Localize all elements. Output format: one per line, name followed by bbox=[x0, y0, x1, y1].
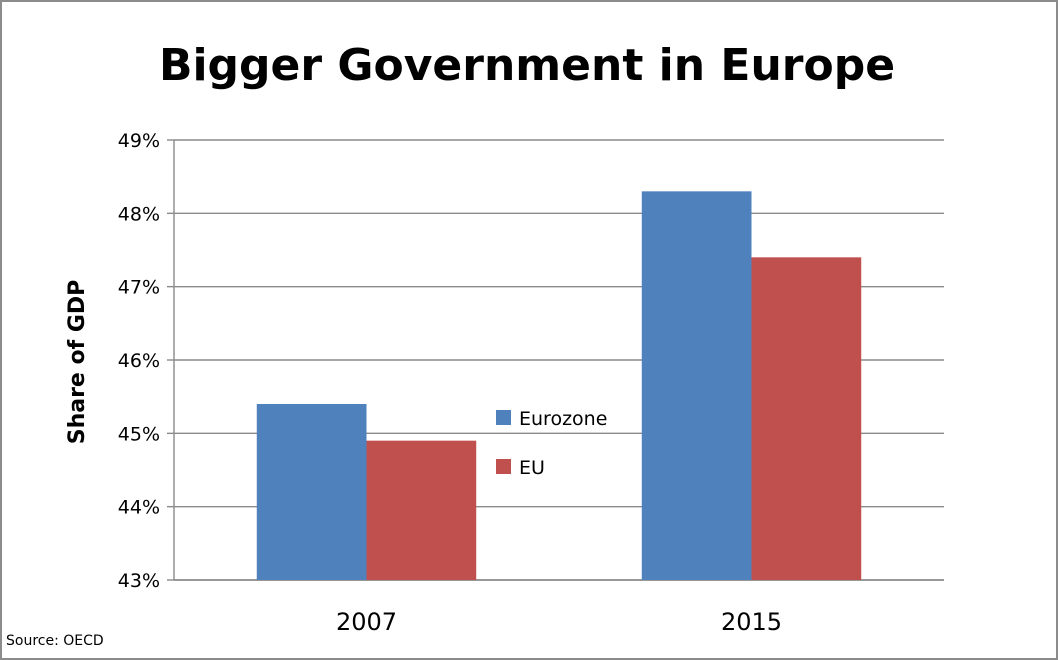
y-tick-labels: 43% 44% 45% 46% 47% 48% 49% bbox=[118, 130, 160, 592]
source-note: Source: OECD bbox=[6, 633, 104, 649]
bar-eurozone-2015 bbox=[641, 191, 752, 581]
legend-swatch-eu bbox=[496, 459, 511, 474]
y-tick-label: 44% bbox=[118, 497, 160, 519]
bar-eu-2007 bbox=[366, 440, 477, 580]
y-tick-label: 47% bbox=[118, 277, 160, 299]
chart-title: Bigger Government in Europe bbox=[159, 40, 895, 91]
y-tick-label: 49% bbox=[118, 130, 160, 152]
y-axis-label: Share of GDP bbox=[65, 280, 90, 445]
y-tick-label: 48% bbox=[118, 203, 160, 225]
y-tick-label: 43% bbox=[118, 570, 160, 592]
legend-swatch-eurozone bbox=[496, 410, 511, 425]
x-tick-labels: 2007 2015 bbox=[336, 608, 782, 636]
x-tick-label: 2015 bbox=[721, 608, 782, 636]
bar-eu-2015 bbox=[751, 257, 862, 580]
bars bbox=[256, 191, 862, 581]
x-tick-label: 2007 bbox=[336, 608, 397, 636]
bar-eurozone-2007 bbox=[256, 404, 367, 580]
y-tick-label: 46% bbox=[118, 350, 160, 372]
y-tick-label: 45% bbox=[118, 423, 160, 445]
legend: Eurozone EU bbox=[496, 408, 607, 479]
legend-label-eurozone: Eurozone bbox=[519, 408, 607, 430]
legend-label-eu: EU bbox=[519, 457, 545, 479]
